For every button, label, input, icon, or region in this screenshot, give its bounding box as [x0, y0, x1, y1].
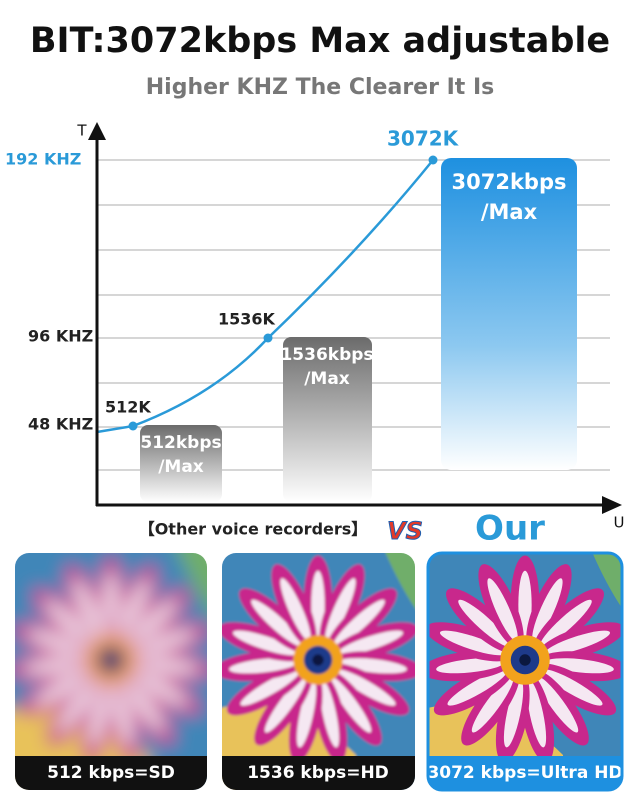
highlight-frame — [426, 551, 624, 792]
bar-label: /Max — [481, 200, 538, 224]
graph: 512kbps /Max 1536kbps /Max 3072kbps /Max… — [5, 122, 624, 532]
point — [128, 421, 138, 431]
point-label: 3072K — [387, 127, 460, 151]
point — [428, 155, 438, 165]
y-label: 96 KHZ — [28, 327, 93, 346]
title: BIT:3072kbps Max adjustable — [30, 21, 610, 61]
y-label: 48 KHZ — [28, 415, 93, 434]
comparison-right: Our — [475, 509, 545, 549]
bar — [441, 158, 577, 470]
curve — [96, 159, 434, 434]
image-uhd: 3072 kbps=Ultra HD — [427, 527, 622, 790]
point-label: 512K — [105, 398, 151, 417]
caption: 1536 kbps=HD — [247, 763, 389, 783]
arrow — [602, 496, 622, 514]
caption: 3072 kbps=Ultra HD — [427, 763, 622, 783]
y-label: 192 KHZ — [5, 150, 81, 169]
bar-label: 1536kbps — [280, 345, 373, 365]
bar-label: /Max — [304, 369, 350, 389]
bar-label: /Max — [158, 457, 204, 477]
axis-label: T — [76, 122, 87, 140]
bar — [283, 337, 372, 502]
caption: 512 kbps=SD — [47, 763, 175, 783]
point-label: 1536K — [218, 310, 276, 329]
comparison-left: 【Other voice recorders】 — [139, 520, 368, 539]
image-hd: 1536 kbps=HD — [222, 527, 415, 790]
vs-badge: VS — [387, 517, 423, 545]
bar-label: 512kbps — [140, 433, 221, 453]
arrow — [88, 122, 106, 140]
subtitle: Higher KHZ The Clearer It Is — [146, 75, 495, 100]
bar-label: 3072kbps — [452, 170, 567, 194]
image-sd: 512 kbps=SD — [15, 527, 207, 790]
point — [263, 333, 273, 343]
bar — [140, 425, 222, 502]
axis-label: U — [614, 514, 625, 532]
